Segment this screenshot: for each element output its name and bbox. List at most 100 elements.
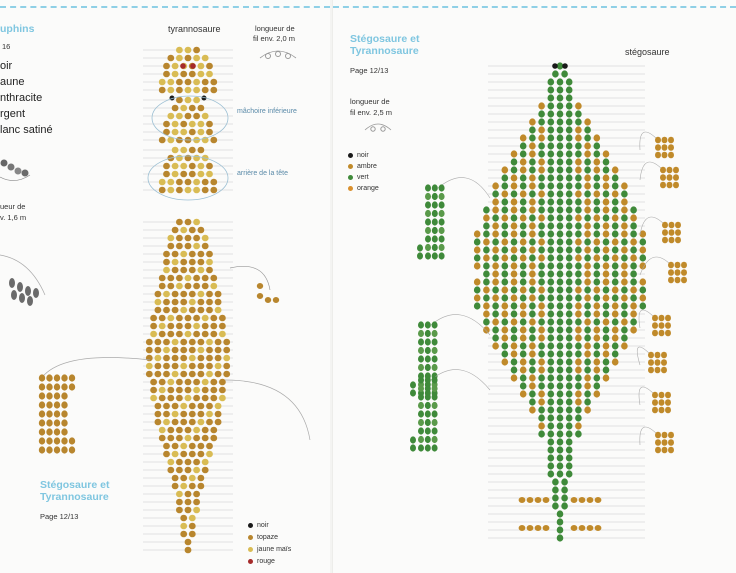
bead [575,270,582,278]
plate-wire [637,346,652,366]
bead [529,206,536,214]
bead [584,198,591,206]
bead [565,254,573,262]
bead [501,198,509,206]
bead [565,166,573,174]
leg-bead [46,374,53,382]
bead [510,366,518,374]
bead [223,338,231,346]
leg-bead [424,346,431,355]
bead [584,238,591,246]
bead [188,250,196,258]
bead [188,338,196,346]
bead [519,206,527,214]
bead [197,418,205,426]
bead [611,318,619,326]
bead [188,474,196,482]
legend-swatch [248,534,253,540]
bead [206,298,213,306]
bead [565,358,573,366]
bead [630,246,637,254]
bead [565,334,573,342]
bead [180,530,188,538]
bead [630,286,637,294]
right-top-title-2: Tyrannosaure [350,45,419,57]
bead [565,430,573,438]
bead [201,466,209,474]
bead [510,334,518,342]
bead [565,326,573,334]
bead [201,112,209,120]
bead [565,142,573,150]
bead [163,338,170,346]
bead [176,46,183,54]
bead [167,322,175,330]
bead [593,262,601,270]
leg-bead [38,410,46,418]
bead [193,466,201,474]
plate-wire [639,131,659,151]
plate-bead [661,136,668,144]
bead [565,454,573,462]
bead [575,350,582,358]
bead [193,282,201,290]
bead [167,274,175,282]
bead [611,222,619,230]
bead [565,342,573,350]
bead [575,198,582,206]
bead [529,382,536,390]
bead [584,254,591,262]
bead [163,250,170,258]
bead [565,382,573,390]
bead [206,162,213,170]
bead [210,86,218,94]
leg-bead [61,410,68,418]
bead [547,174,555,182]
bead [171,442,179,450]
leg-wire [39,357,151,381]
bead [547,126,555,134]
bead [193,506,201,514]
bead [163,170,170,178]
bead [214,418,222,426]
bead [180,482,188,490]
bead [492,246,499,254]
leg-bead [438,218,445,226]
bead [602,358,610,366]
bead [180,442,188,450]
bead [529,246,536,254]
bead [602,214,610,222]
bead [565,102,573,110]
leg-bead [61,428,68,436]
plate-wire [638,309,656,329]
bead [171,226,179,234]
bead [154,306,162,314]
leg-bead [431,218,438,226]
bead [593,374,601,382]
leg-bead [424,427,431,435]
bead [158,394,166,402]
bead [167,314,175,322]
bead [575,214,582,222]
legend-label: noir [257,522,269,529]
bead [621,182,628,190]
bead [184,218,192,226]
bead [206,62,213,70]
bead [538,190,545,198]
bead [473,286,481,294]
bead [214,306,222,314]
bead [538,278,545,286]
bead [529,118,536,126]
bead [556,518,564,526]
bead [197,410,205,418]
bead [501,294,509,302]
bead [201,234,209,242]
bead [519,142,527,150]
bead [519,286,527,294]
bead [180,474,188,482]
bead [529,406,536,414]
bead [547,222,555,230]
bead [602,182,610,190]
plate-bead [658,399,665,406]
bead [584,174,591,182]
